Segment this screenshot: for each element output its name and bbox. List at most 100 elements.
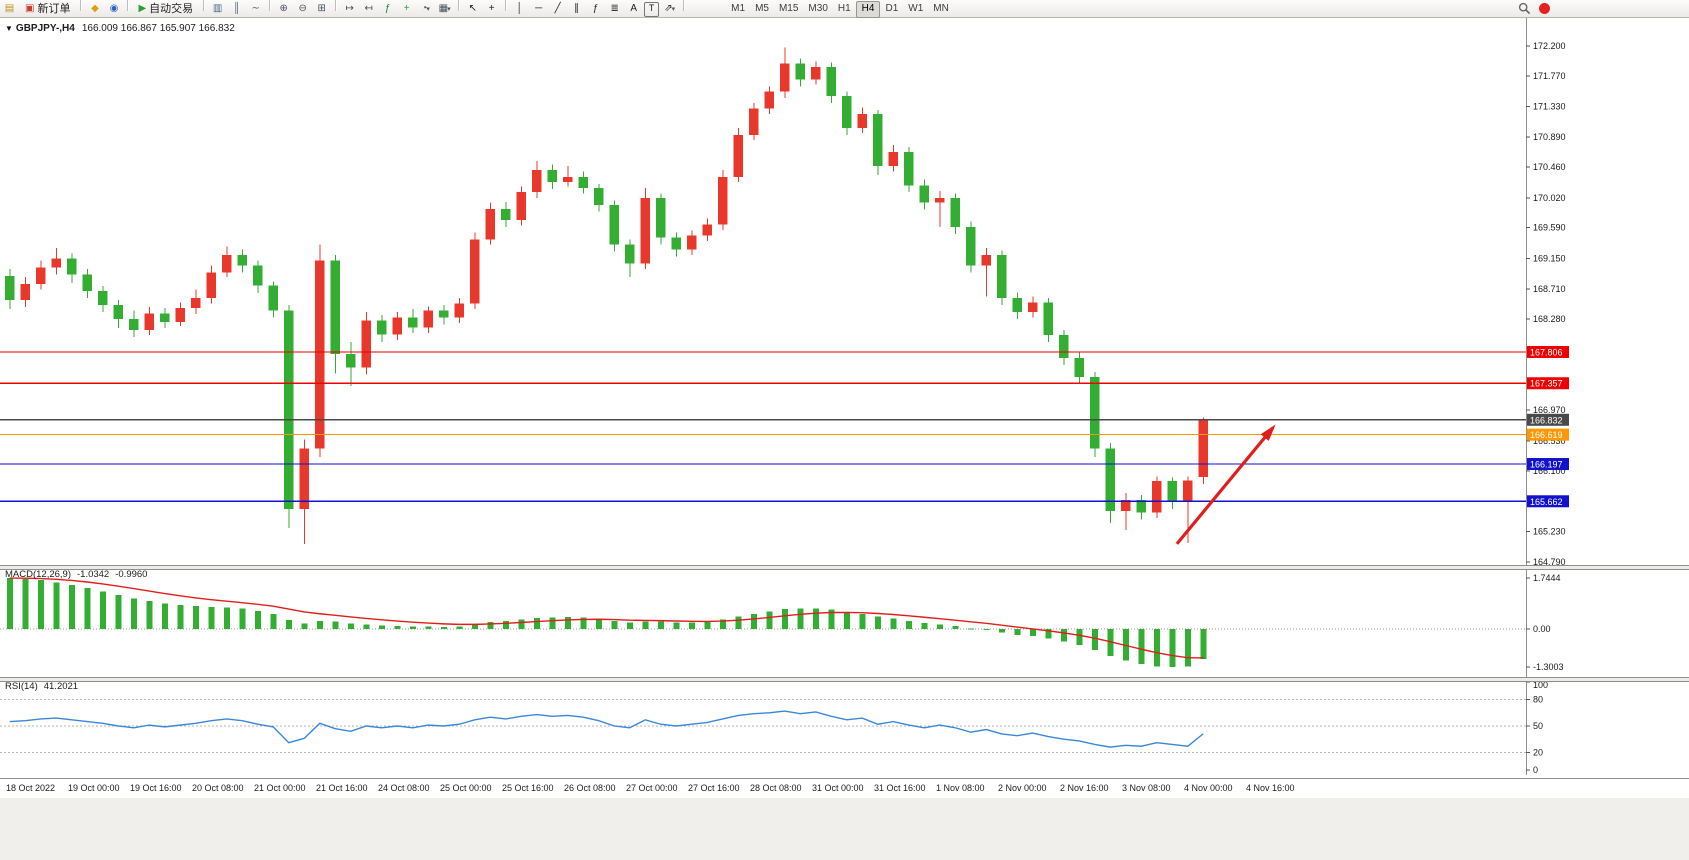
dropdown-caret-icon: ▾ — [447, 5, 451, 13]
market-watch-icon[interactable]: ◉ — [109, 2, 119, 14]
toolbar-separator — [335, 0, 337, 11]
panel-divider[interactable] — [0, 565, 1689, 570]
time-axis-label: 27 Oct 00:00 — [626, 783, 678, 793]
timeframe-m5-button[interactable]: M5 — [755, 2, 769, 14]
crosshair-icon[interactable]: + — [488, 2, 495, 14]
add-indicator-icon[interactable]: + — [403, 2, 410, 14]
svg-text:100: 100 — [1533, 680, 1548, 690]
price-axis[interactable]: 172.200 171.770 171.330 170.890 170.460 170.0… — [1526, 17, 1569, 565]
rsi-value: 41.2021 — [43, 681, 79, 692]
tile-windows-icon[interactable]: ⊞ — [317, 2, 326, 14]
svg-text:166.832: 166.832 — [1530, 415, 1563, 425]
time-axis-label: 18 Oct 2022 — [6, 783, 56, 793]
ohlc-values: 166.009 166.867 165.907 166.832 — [81, 23, 235, 34]
toolbar-right-group — [1518, 1, 1550, 16]
arrows-tool-icon[interactable]: ⇗▾ — [664, 2, 676, 14]
chart-window-icon[interactable]: ▤ — [4, 2, 15, 14]
fibonacci-icon[interactable]: ƒ — [592, 2, 599, 14]
timeframe-m1-button[interactable]: M1 — [731, 2, 746, 14]
zoom-in-icon[interactable]: ⊕ — [279, 2, 288, 14]
macd-label: MACD(12,26,9) -1.0342 -0.9960 — [5, 569, 147, 580]
line-chart-icon[interactable]: ∼ — [251, 2, 260, 14]
timeframe-w1-button[interactable]: W1 — [908, 2, 924, 14]
main-price-chart[interactable]: 172.200 171.770 171.330 170.890 170.460 170.0… — [0, 17, 1689, 565]
toolbar-separator — [269, 0, 271, 11]
timeframe-h4-button[interactable]: H4 — [855, 0, 881, 18]
svg-text:0.00: 0.00 — [1533, 624, 1551, 634]
toolbar-separator — [505, 0, 507, 11]
svg-text:166.619: 166.619 — [1530, 430, 1563, 440]
svg-text:166.100: 166.100 — [1533, 466, 1566, 476]
svg-text:166.530: 166.530 — [1533, 436, 1566, 446]
timeframe-h1-button[interactable]: H1 — [837, 2, 851, 14]
chart-shift-icon[interactable]: ↤ — [364, 2, 373, 14]
time-axis-label: 31 Oct 16:00 — [874, 783, 926, 793]
macd-indicator-panel[interactable]: 1.7444 0.00 -1.3003 — [0, 568, 1689, 677]
collapse-triangle-icon[interactable]: ▼ — [5, 24, 13, 33]
time-axis-label: 25 Oct 16:00 — [502, 783, 554, 793]
trendline-icon[interactable]: ╱ — [554, 2, 561, 14]
navigator-icon[interactable]: ◆ — [91, 2, 99, 14]
timeframe-mn-button[interactable]: MN — [933, 2, 949, 14]
time-axis-label: 25 Oct 00:00 — [440, 783, 492, 793]
bottom-strip — [0, 797, 1689, 860]
periods-icon[interactable]: ◔▾ — [421, 2, 430, 14]
text-icon[interactable]: A — [630, 2, 637, 14]
time-axis-label: 19 Oct 16:00 — [130, 783, 182, 793]
equidistant-channel-icon[interactable]: ∥ — [574, 2, 580, 14]
time-axis-label: 2 Nov 16:00 — [1060, 783, 1109, 793]
rsi-axis[interactable]: 100 80 50 20 0 — [1526, 680, 1548, 775]
notification-dot-icon[interactable] — [1539, 3, 1550, 14]
time-axis-label: 1 Nov 08:00 — [936, 783, 985, 793]
time-axis-label: 2 Nov 00:00 — [998, 783, 1047, 793]
rsi-title: RSI(14) — [5, 681, 38, 692]
svg-text:171.330: 171.330 — [1533, 102, 1566, 112]
indicators-icon[interactable]: ƒ — [384, 2, 391, 14]
search-icon[interactable] — [1518, 2, 1531, 15]
rsi-indicator-panel[interactable]: 100 80 50 20 0 — [0, 680, 1689, 775]
timeframe-d1-button[interactable]: D1 — [885, 2, 899, 14]
gridlines-icon[interactable]: ≣ — [610, 2, 619, 14]
svg-text:20: 20 — [1533, 747, 1543, 757]
macd-content — [0, 577, 1526, 667]
time-axis-label: 20 Oct 08:00 — [192, 783, 244, 793]
timeframe-m15-button[interactable]: M15 — [778, 2, 799, 14]
new-order-button[interactable]: ▣ 新订单 — [20, 1, 75, 16]
auto-scroll-icon[interactable]: ↦ — [345, 2, 354, 14]
trend-arrow-annotation[interactable] — [1175, 424, 1276, 545]
macd-value: -1.0342 — [77, 569, 110, 580]
time-axis-label: 26 Oct 08:00 — [564, 783, 616, 793]
time-axis-label: 31 Oct 00:00 — [812, 783, 864, 793]
autotrading-button[interactable]: ▶ 自动交易 — [133, 1, 198, 16]
svg-text:168.280: 168.280 — [1533, 314, 1566, 324]
bar-chart-icon[interactable]: ▥ — [212, 2, 223, 14]
horizontal-line-icon[interactable]: ─ — [535, 2, 543, 14]
cursor-icon[interactable]: ↖ — [468, 2, 477, 14]
svg-text:166.970: 166.970 — [1533, 405, 1566, 415]
templates-icon[interactable]: ▦▾ — [438, 2, 451, 14]
time-axis[interactable]: 18 Oct 2022 19 Oct 00:00 19 Oct 16:00 20 Oc… — [0, 778, 1689, 798]
rsi-content — [0, 699, 1526, 753]
svg-text:170.020: 170.020 — [1533, 193, 1566, 203]
zoom-out-icon[interactable]: ⊖ — [298, 2, 307, 14]
time-axis-label: 4 Nov 00:00 — [1184, 783, 1233, 793]
autotrading-play-icon: ▶ — [138, 2, 147, 14]
svg-text:167.357: 167.357 — [1530, 379, 1563, 389]
text-label-icon[interactable]: T — [644, 1, 660, 17]
vertical-line-icon[interactable]: │ — [516, 2, 523, 14]
macd-axis[interactable]: 1.7444 0.00 -1.3003 — [1526, 568, 1564, 677]
new-order-icon: ▣ — [25, 2, 35, 14]
candlestick-chart-icon[interactable]: ║ — [233, 2, 241, 14]
timeframe-m30-button[interactable]: M30 — [808, 2, 828, 14]
svg-text:-1.3003: -1.3003 — [1533, 662, 1564, 672]
time-axis-label: 24 Oct 08:00 — [378, 783, 430, 793]
toolbar-separator — [458, 0, 460, 11]
svg-text:1.7444: 1.7444 — [1533, 573, 1561, 583]
svg-text:165.230: 165.230 — [1533, 526, 1566, 536]
panel-divider[interactable] — [0, 677, 1689, 682]
timeframe-group: M1 M5 M15 M30 H1 H4 D1 W1 MN — [726, 0, 954, 18]
svg-text:166.197: 166.197 — [1530, 460, 1563, 470]
time-axis-label: 21 Oct 00:00 — [254, 783, 306, 793]
svg-text:170.890: 170.890 — [1533, 132, 1566, 142]
time-axis-label: 3 Nov 08:00 — [1122, 783, 1171, 793]
